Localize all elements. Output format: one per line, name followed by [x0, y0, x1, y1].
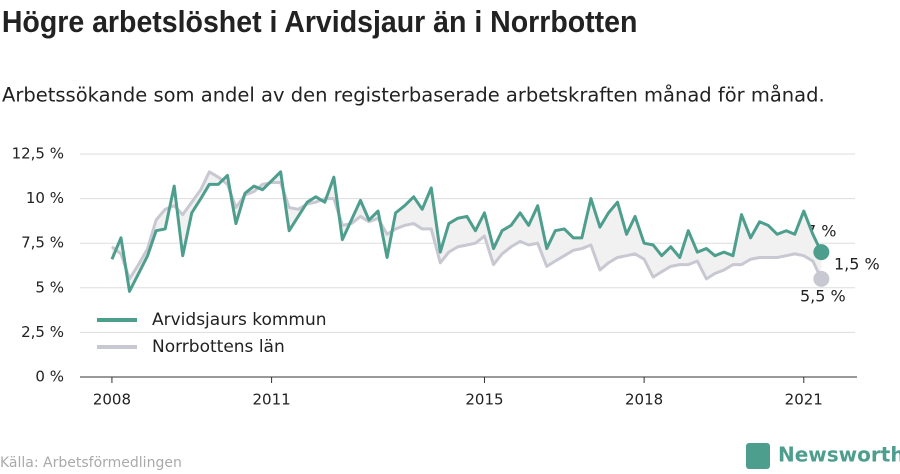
brand-logo	[746, 443, 770, 469]
y-tick-label: 10 %	[26, 189, 64, 207]
source: Källa: Arbetsförmedlingen	[0, 455, 182, 471]
annotation: 5,5 %	[800, 287, 846, 306]
brand: Newsworthy	[778, 443, 900, 467]
y-tick-label: 7,5 %	[21, 234, 64, 252]
difference-area	[111, 171, 822, 292]
chart-title: Högre arbetslöshet i Arvidsjaur än i Nor…	[2, 5, 638, 39]
x-tick-label: 2011	[252, 391, 290, 409]
y-tick-label: 2,5 %	[21, 323, 64, 341]
legend-label: Arvidsjaurs kommun	[152, 310, 327, 330]
y-tick-label: 12,5 %	[12, 145, 64, 163]
x-tick-label: 2018	[625, 391, 663, 409]
legend-label: Norrbottens län	[152, 337, 285, 357]
line	[110, 170, 823, 293]
y-tick-label: 0 %	[35, 368, 64, 386]
y-tick-label: 5 %	[35, 278, 64, 296]
annotation: 1,5 %	[834, 255, 880, 274]
end-point	[813, 244, 830, 261]
x-tick-label: 2021	[785, 391, 823, 409]
chart-subtitle: Arbetssökande som andel av den registerb…	[2, 84, 825, 107]
end-point	[813, 270, 830, 287]
x-tick-label: 2008	[93, 391, 131, 409]
x-tick-label: 2015	[465, 391, 503, 409]
